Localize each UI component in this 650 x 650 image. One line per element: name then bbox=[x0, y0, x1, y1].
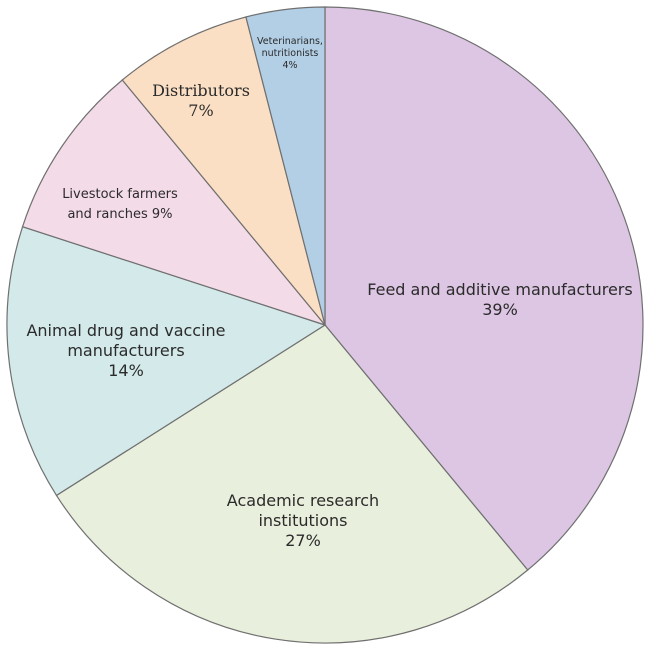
pie-slice-6 bbox=[245, 6, 326, 326]
slice-label-6: Veterinarians, nutritionists 4% bbox=[257, 36, 323, 71]
slice-label-1: Feed and additive manufacturers 39% bbox=[367, 280, 632, 319]
slice-label-2: Academic research institutions 27% bbox=[227, 491, 379, 550]
pie-slice-2 bbox=[55, 324, 529, 644]
slice-label-4: Livestock farmers and ranches 9% bbox=[62, 187, 178, 222]
pie-slice-4 bbox=[21, 79, 327, 327]
slice-label-3: Animal drug and vaccine manufacturers 14% bbox=[26, 321, 225, 380]
slice-label-5: Distributors 7% bbox=[152, 81, 250, 120]
pie-slice-5 bbox=[121, 16, 326, 326]
pie-slice-1 bbox=[324, 6, 644, 571]
pie-slice-3 bbox=[6, 225, 327, 497]
